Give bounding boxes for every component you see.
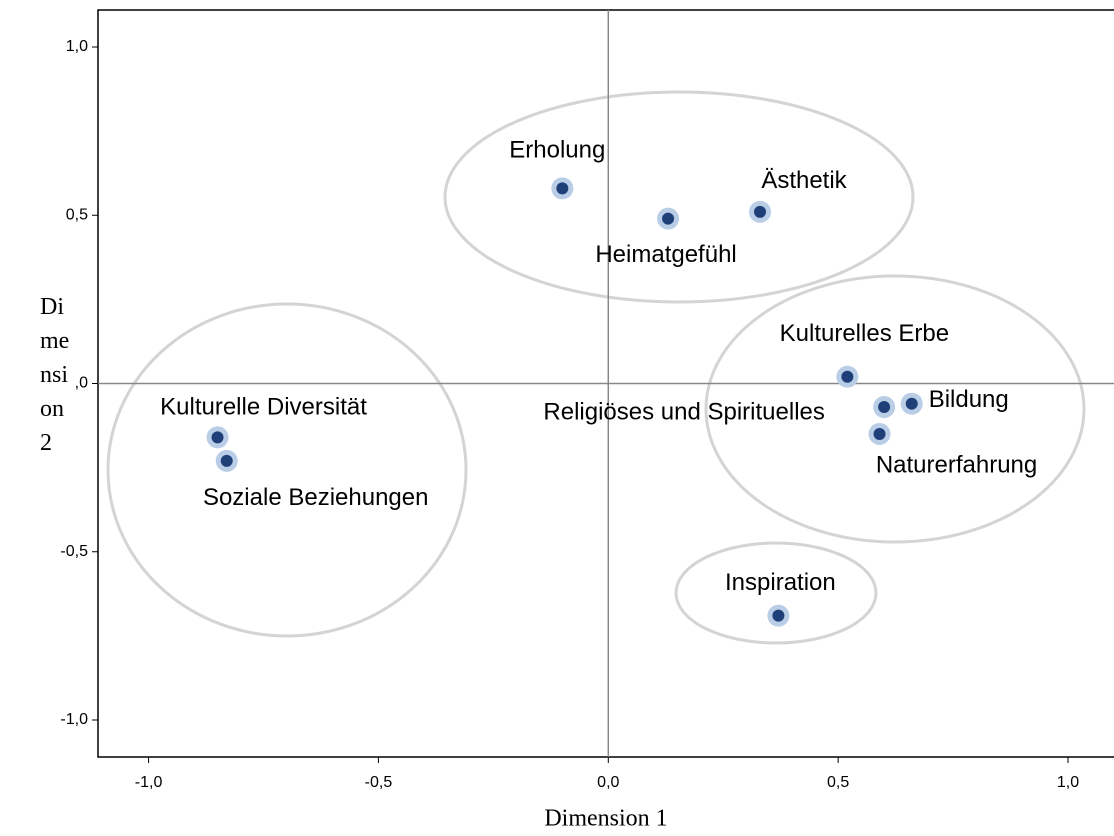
x-tick-label: 1,0 [1057, 774, 1079, 791]
cluster-ellipse [443, 90, 915, 304]
point-dot [211, 431, 224, 444]
point [206, 426, 229, 449]
point-label: Bildung [929, 386, 1009, 413]
point-label: Kulturelles Erbe [780, 320, 949, 347]
cluster-ellipse [106, 302, 468, 638]
cluster-ellipse [674, 541, 878, 645]
point-label: Heimatgefühl [595, 241, 736, 268]
point-label: Naturerfahrung [876, 451, 1037, 478]
x-tick-label: -0,5 [365, 774, 393, 791]
point-dot [878, 401, 891, 414]
point-dot [220, 454, 233, 467]
point-dot [905, 397, 918, 410]
point-dot [754, 205, 767, 218]
point [900, 392, 923, 415]
point-dot [772, 609, 785, 622]
x-tick-label: 0,0 [597, 774, 619, 791]
point-dot [556, 182, 569, 195]
point [868, 422, 891, 445]
point [657, 207, 680, 230]
y-tick-label: 1,0 [66, 38, 88, 55]
point [767, 604, 790, 627]
point-label: Inspiration [725, 569, 836, 596]
point [215, 449, 238, 472]
y-tick-label: -1,0 [60, 711, 88, 728]
point-label: Erholung [509, 137, 605, 164]
point [551, 177, 574, 200]
point-dot [841, 370, 854, 383]
y-tick-label: -0,5 [60, 543, 88, 560]
point [836, 365, 859, 388]
point-label: Kulturelle Diversität [160, 394, 367, 421]
x-tick-label: -1,0 [135, 774, 163, 791]
cluster-ellipse [704, 274, 1086, 544]
y-axis-label: Dimension 2 [40, 290, 76, 476]
point-label: Religiöses und Spirituelles [543, 398, 824, 425]
point-dot [873, 427, 886, 440]
x-tick-label: 0,5 [827, 774, 849, 791]
point-dot [662, 212, 675, 225]
point-label: Ästhetik [761, 167, 847, 194]
point [873, 396, 896, 419]
x-axis-label: Dimension 1 [544, 806, 667, 832]
y-tick-label: 0,5 [66, 206, 88, 223]
point [749, 200, 772, 223]
point-label: Soziale Beziehungen [203, 484, 429, 511]
